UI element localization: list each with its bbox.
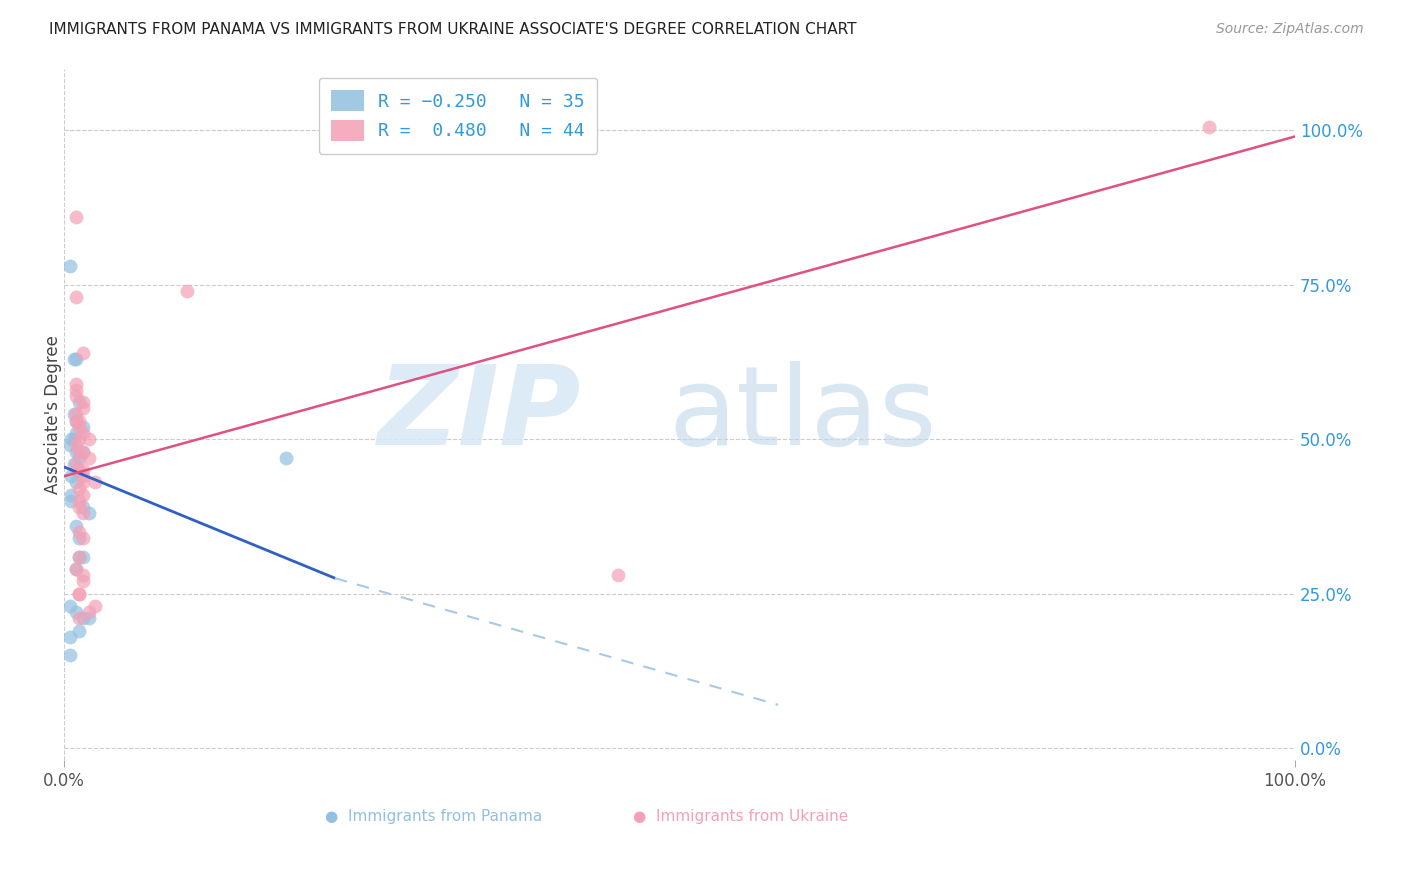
Point bbox=[1198, 120, 1220, 135]
Text: ●  Immigrants from Ukraine: ● Immigrants from Ukraine bbox=[634, 809, 849, 824]
Point bbox=[63, 457, 86, 471]
Text: Source: ZipAtlas.com: Source: ZipAtlas.com bbox=[1216, 22, 1364, 37]
Point bbox=[72, 469, 94, 483]
Point bbox=[72, 419, 94, 434]
Point bbox=[65, 414, 87, 428]
Text: IMMIGRANTS FROM PANAMA VS IMMIGRANTS FROM UKRAINE ASSOCIATE'S DEGREE CORRELATION: IMMIGRANTS FROM PANAMA VS IMMIGRANTS FRO… bbox=[49, 22, 856, 37]
Point bbox=[59, 630, 82, 644]
Point bbox=[60, 432, 83, 446]
Point bbox=[77, 506, 100, 520]
Point bbox=[67, 414, 90, 428]
Point bbox=[67, 624, 90, 638]
Point bbox=[65, 562, 87, 576]
Point bbox=[67, 444, 90, 458]
Point bbox=[72, 425, 94, 440]
Point bbox=[63, 351, 86, 366]
Text: atlas: atlas bbox=[668, 361, 936, 468]
Point bbox=[67, 500, 90, 515]
Point bbox=[65, 562, 87, 576]
Point bbox=[72, 345, 94, 359]
Point bbox=[59, 438, 82, 452]
Point bbox=[176, 284, 198, 298]
Point bbox=[60, 494, 83, 508]
Point bbox=[72, 488, 94, 502]
Point bbox=[65, 290, 87, 304]
Point bbox=[77, 611, 100, 625]
Point bbox=[65, 518, 87, 533]
Point bbox=[65, 383, 87, 397]
Point bbox=[60, 488, 83, 502]
Legend: R = −0.250   N = 35, R =  0.480   N = 44: R = −0.250 N = 35, R = 0.480 N = 44 bbox=[319, 78, 598, 153]
Point bbox=[83, 475, 105, 490]
Point bbox=[67, 395, 90, 409]
Point bbox=[67, 611, 90, 625]
Point bbox=[67, 463, 90, 477]
Point bbox=[72, 611, 94, 625]
Point bbox=[65, 457, 87, 471]
Point bbox=[72, 475, 94, 490]
Point bbox=[72, 444, 94, 458]
Point bbox=[77, 432, 100, 446]
Point bbox=[67, 494, 90, 508]
Point bbox=[63, 408, 86, 422]
Point bbox=[65, 376, 87, 391]
Text: ●  Immigrants from Panama: ● Immigrants from Panama bbox=[325, 809, 541, 824]
Point bbox=[72, 506, 94, 520]
Point bbox=[65, 408, 87, 422]
Point bbox=[67, 586, 90, 600]
Point bbox=[65, 425, 87, 440]
Point bbox=[60, 469, 83, 483]
Point bbox=[72, 549, 94, 564]
Point bbox=[274, 450, 297, 465]
Point bbox=[65, 351, 87, 366]
Point bbox=[65, 210, 87, 224]
Point bbox=[59, 259, 82, 273]
Point bbox=[65, 438, 87, 452]
Point bbox=[83, 599, 105, 613]
Point bbox=[67, 549, 90, 564]
Point bbox=[72, 568, 94, 582]
Point bbox=[72, 531, 94, 545]
Point bbox=[72, 574, 94, 589]
Point bbox=[67, 531, 90, 545]
Point bbox=[67, 586, 90, 600]
Y-axis label: Associate's Degree: Associate's Degree bbox=[44, 335, 62, 494]
Point bbox=[72, 395, 94, 409]
Point bbox=[67, 450, 90, 465]
Point bbox=[77, 450, 100, 465]
Point bbox=[67, 419, 90, 434]
Point bbox=[607, 568, 630, 582]
Point bbox=[65, 414, 87, 428]
Point bbox=[59, 599, 82, 613]
Point bbox=[67, 524, 90, 539]
Point bbox=[65, 463, 87, 477]
Point bbox=[65, 605, 87, 619]
Point bbox=[72, 444, 94, 458]
Point bbox=[65, 389, 87, 403]
Point bbox=[72, 463, 94, 477]
Point bbox=[67, 432, 90, 446]
Point bbox=[63, 432, 86, 446]
Text: ZIP: ZIP bbox=[378, 361, 581, 468]
Point bbox=[59, 648, 82, 663]
Point bbox=[67, 482, 90, 496]
Point bbox=[72, 500, 94, 515]
Point bbox=[67, 549, 90, 564]
Point bbox=[65, 444, 87, 458]
Point bbox=[72, 401, 94, 416]
Point bbox=[65, 475, 87, 490]
Point bbox=[77, 605, 100, 619]
